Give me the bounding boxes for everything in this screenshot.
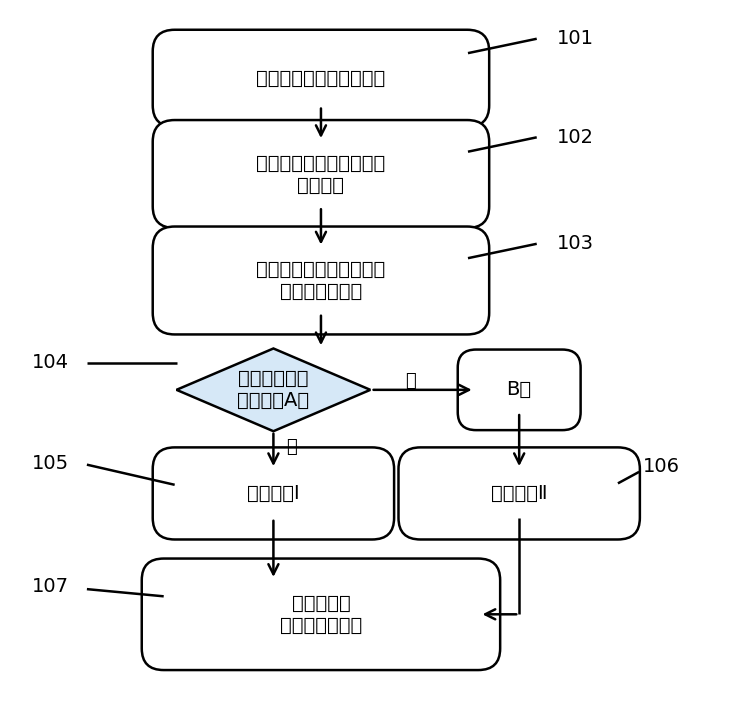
- FancyBboxPatch shape: [153, 226, 489, 334]
- FancyBboxPatch shape: [142, 558, 500, 670]
- Text: 105: 105: [32, 454, 69, 473]
- FancyBboxPatch shape: [399, 447, 640, 539]
- Text: 104: 104: [32, 353, 69, 372]
- FancyBboxPatch shape: [458, 349, 581, 430]
- Text: 表征形式Ⅱ: 表征形式Ⅱ: [491, 484, 548, 503]
- Text: B类: B类: [506, 381, 531, 399]
- Text: 否: 否: [405, 372, 416, 390]
- Text: 101: 101: [556, 29, 593, 49]
- Text: 102: 102: [556, 128, 593, 147]
- Text: 103: 103: [556, 234, 593, 253]
- Text: 是: 是: [286, 439, 297, 457]
- Polygon shape: [176, 349, 370, 431]
- Text: 获取试件成形的条件要素: 获取试件成形的条件要素: [256, 69, 385, 88]
- FancyBboxPatch shape: [153, 120, 489, 228]
- FancyBboxPatch shape: [153, 30, 489, 127]
- Text: 建立起皱单元簇群起皱极
限应变求解模型: 建立起皱单元簇群起皱极 限应变求解模型: [256, 260, 385, 301]
- Text: 106: 106: [643, 457, 680, 476]
- Text: 107: 107: [32, 578, 69, 597]
- Text: 表征形式Ⅰ: 表征形式Ⅰ: [247, 484, 300, 503]
- Text: 建立试件成形的数值起皱
失稳模型: 建立试件成形的数值起皱 失稳模型: [256, 154, 385, 194]
- Text: 绘制楔形件
起皱失稳极限图: 绘制楔形件 起皱失稳极限图: [280, 594, 362, 635]
- Text: 试件起皱失稳
区域状态A类: 试件起皱失稳 区域状态A类: [237, 369, 310, 410]
- FancyBboxPatch shape: [153, 447, 394, 539]
